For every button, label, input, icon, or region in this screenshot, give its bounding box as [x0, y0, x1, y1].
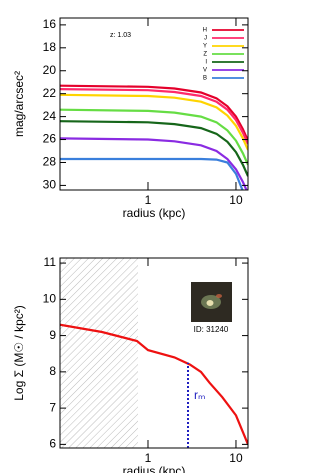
y-tick-label: 20	[43, 63, 57, 77]
y-axis-label: mag/arcsec²	[12, 71, 26, 137]
series-line	[60, 88, 248, 145]
legend-label: H	[203, 28, 207, 34]
y-tick-label: 18	[43, 40, 57, 54]
y-tick-label: 6	[49, 437, 56, 451]
y-tick-label: 28	[43, 155, 57, 169]
y-tick-label: 11	[44, 255, 57, 269]
x-tick-label: 10	[229, 193, 243, 207]
y-tick-label: 30	[43, 178, 57, 192]
y-tick-label: 26	[43, 132, 57, 146]
y-axis-label: Log Σ (M☉ / kpc²)	[12, 305, 26, 401]
y-tick-label: 24	[43, 109, 57, 123]
legend-label: I	[205, 60, 207, 66]
inset-core	[206, 300, 214, 306]
marker-label: rₘ	[194, 388, 205, 402]
series-line	[60, 137, 248, 190]
series-line	[60, 157, 244, 190]
plot-frame	[59, 17, 249, 191]
legend-label: V	[203, 68, 207, 74]
annotation: z: 1.03	[110, 32, 131, 39]
y-tick-label: 7	[49, 400, 56, 414]
series-line	[60, 84, 248, 142]
plot-lines	[60, 323, 248, 445]
x-tick-label: 1	[145, 451, 152, 465]
y-tick-label: 9	[49, 328, 56, 342]
series-line	[60, 323, 248, 445]
legend-label: Z	[203, 52, 207, 58]
series-line	[60, 120, 248, 177]
x-axis-label: radius (kpc)	[123, 206, 186, 220]
x-tick-label: 10	[229, 451, 243, 465]
y-tick-label: 22	[43, 86, 57, 100]
series-line	[60, 93, 248, 151]
inset-label: ID: 31240	[194, 325, 229, 334]
legend-label: Y	[203, 44, 207, 50]
plot-frame	[59, 257, 249, 449]
plot-lines	[60, 84, 248, 190]
y-tick-label: 8	[49, 364, 56, 378]
legend-label: B	[203, 76, 207, 82]
inset-knot	[216, 294, 222, 298]
x-axis-label: radius (kpc)	[123, 464, 186, 473]
y-tick-label: 16	[43, 17, 57, 31]
y-tick-label: 10	[43, 292, 57, 306]
hatched-region	[60, 258, 138, 448]
series-line	[60, 108, 248, 166]
legend-label: J	[204, 36, 207, 42]
x-tick-label: 1	[145, 193, 152, 207]
